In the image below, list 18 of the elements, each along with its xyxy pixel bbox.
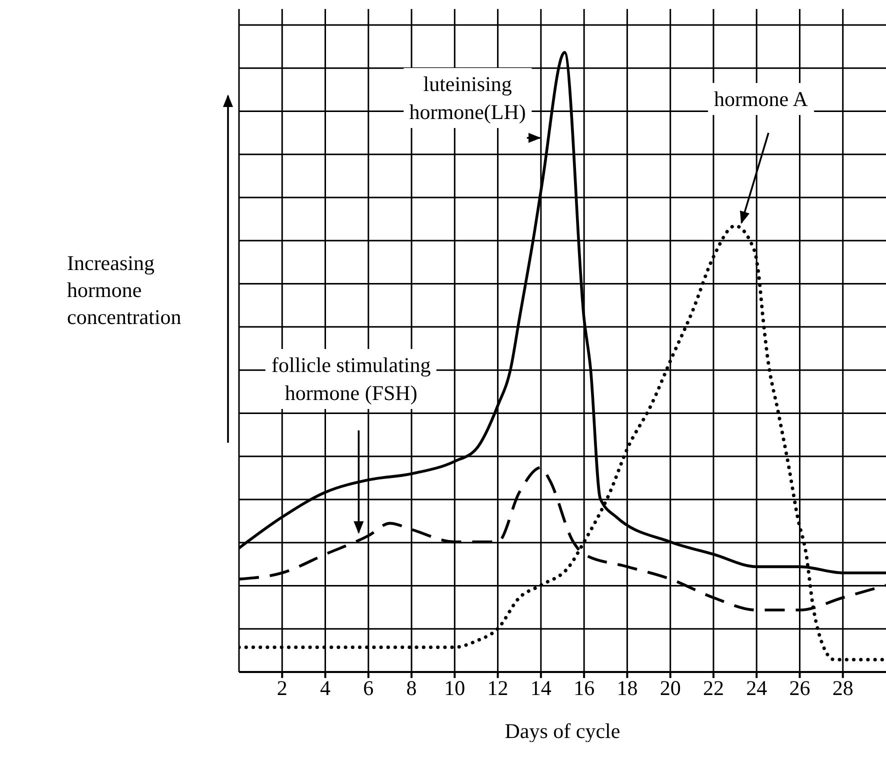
x-tick-label: 16: [574, 676, 595, 700]
x-tick-label: 20: [660, 676, 681, 700]
x-tick-label: 12: [487, 676, 508, 700]
x-tick-label: 14: [530, 676, 552, 700]
x-tick-label: 2: [276, 676, 288, 700]
text: hormone A: [714, 86, 808, 114]
text: follicle stimulating hormone (FSH): [272, 352, 431, 408]
x-tick-label: 22: [702, 676, 724, 700]
x-tick-label: 26: [789, 676, 810, 700]
x-tick-label: 24: [746, 676, 768, 700]
x-tick-label: 4: [320, 676, 332, 700]
x-tick-label: 28: [832, 676, 854, 700]
x-tick-label: 18: [616, 676, 638, 700]
x-tick-label: 8: [406, 676, 417, 700]
x-tick-label: 10: [444, 676, 466, 700]
series-label: luteinising hormone(LH): [409, 70, 526, 126]
x-tick-label: 6: [363, 676, 374, 700]
y-axis-title: Increasing hormone concentration: [67, 250, 182, 331]
